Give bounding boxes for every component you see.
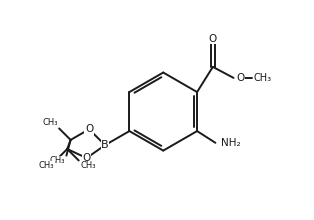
Text: NH₂: NH₂: [221, 138, 240, 148]
Text: O: O: [209, 34, 217, 44]
Text: CH₃: CH₃: [39, 161, 54, 170]
Text: CH₃: CH₃: [42, 118, 57, 127]
Text: CH₃: CH₃: [253, 73, 272, 83]
Text: O: O: [85, 124, 93, 134]
Text: O: O: [83, 153, 91, 163]
Text: CH₃: CH₃: [49, 156, 65, 165]
Text: CH₃: CH₃: [80, 161, 96, 170]
Text: O: O: [236, 73, 244, 83]
Text: B: B: [101, 140, 109, 150]
